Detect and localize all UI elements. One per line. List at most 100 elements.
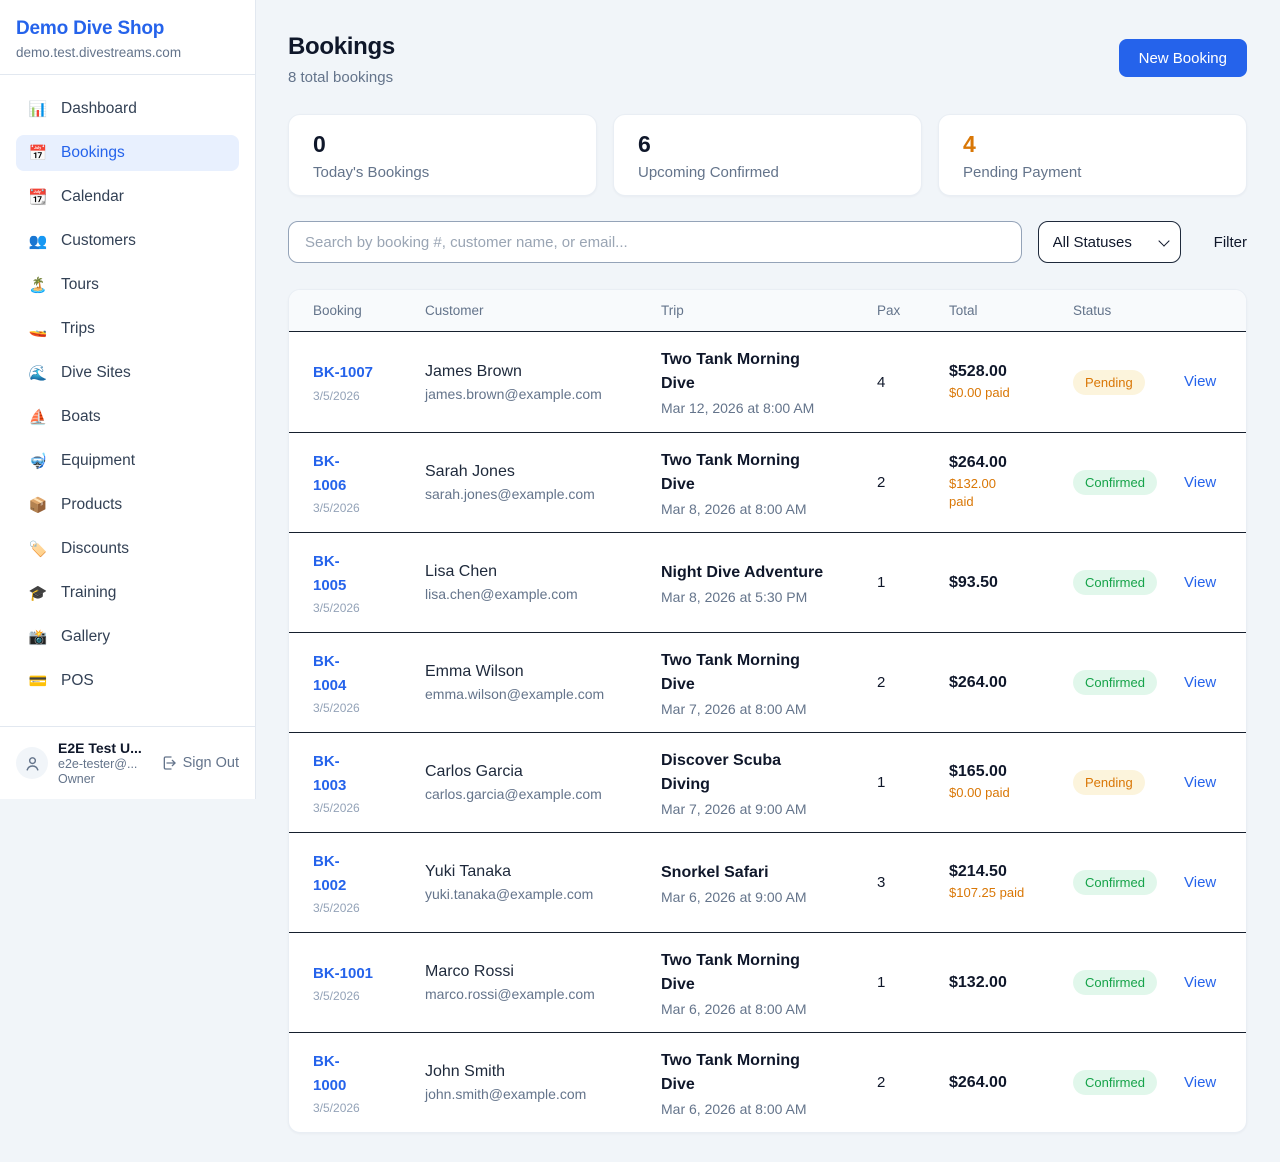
sign-out-button[interactable]: Sign Out [161,755,239,771]
sidebar-item-boats[interactable]: ⛵ Boats [28,408,101,426]
total-amount: $264.00 [949,454,1007,472]
view-link[interactable]: View [1184,673,1217,691]
view-link[interactable]: View [1184,1073,1217,1091]
sidebar-item-equipment[interactable]: 🤿 Equipment [28,452,136,470]
bookings-count: 8 total bookings [288,69,394,86]
status-badge: Pending [1073,369,1145,395]
customer-email: lisa.chen@example.com [425,586,578,602]
view-link[interactable]: View [1184,973,1217,991]
trip-datetime: Mar 8, 2026 at 5:30 PM [661,588,808,605]
total-amount: $264.00 [949,673,1007,691]
sidebar-item-pos[interactable]: 💳 POS [28,672,94,690]
booking-date: 3/5/2026 [313,900,360,915]
sidebar-item-dashboard[interactable]: 📊 Dashboard [28,100,137,118]
total-amount: $165.00 [949,763,1007,781]
booking-id-link[interactable]: BK- 1004 [313,653,347,694]
booking-id-link[interactable]: BK- 1002 [313,853,347,894]
trip-datetime: Mar 7, 2026 at 8:00 AM [661,700,807,717]
page-header: Bookings 8 total bookings New Booking [288,33,1247,86]
status-badge: Pending [1073,770,1145,795]
stat-value: 0 [313,131,326,157]
paid-amount: $107.25 paid [949,885,1025,901]
sidebar-item-products[interactable]: 📦 Products [28,496,123,514]
customer-email: carlos.garcia@example.com [425,786,602,802]
table-row: BK- 1002 3/5/2026 Yuki Tanaka yuki.tanaka… [289,832,1246,932]
dashboard-icon: 📊 [28,101,48,118]
view-link[interactable]: View [1184,873,1217,891]
customer-email: john.smith@example.com [425,1086,587,1102]
sidebar-nav: 📊 Dashboard 📅 Bookings 📆 Calendar 👥 Cust… [0,75,255,726]
booking-id-link[interactable]: BK- 1005 [313,553,347,594]
trip-name: Two Tank Morning Dive [661,651,800,693]
trip-name: Snorkel Safari [661,863,769,881]
view-link[interactable]: View [1184,473,1217,491]
table-row: BK- 1000 3/5/2026 John Smith john.smith@e… [289,1032,1246,1132]
view-link[interactable]: View [1184,573,1217,591]
page-title-block: Bookings 8 total bookings [288,33,395,86]
status-select-wrap: All Statuses [1037,221,1181,263]
stat-value: 4 [963,131,976,157]
customer-name: Yuki Tanaka [425,863,511,880]
filter-button[interactable]: Filter [1213,233,1247,251]
stat-label: Upcoming Confirmed [638,164,779,181]
sidebar-item-calendar[interactable]: 📆 Calendar [28,188,124,206]
new-booking-button[interactable]: New Booking [1118,39,1247,77]
customer-name: Emma Wilson [425,663,524,680]
table-row: BK- 1006 3/5/2026 Sarah Jones sarah.jones… [289,432,1246,532]
sign-out-icon [163,756,176,770]
pax-count: 2 [877,474,886,491]
status-select[interactable]: All Statuses [1037,221,1181,263]
sidebar-item-discounts[interactable]: 🏷️ Discounts [28,540,130,558]
trip-datetime: Mar 6, 2026 at 8:00 AM [661,1100,807,1117]
col-header-status: Status [1073,303,1112,318]
sidebar-item-tours[interactable]: 🏝️ Tours [28,276,99,294]
bookings-table: Booking Customer Trip Pax Total Status B… [288,289,1247,1133]
equipment-icon: 🤿 [28,453,48,470]
booking-id-link[interactable]: BK-1001 [313,964,374,982]
pax-count: 1 [877,774,886,791]
shop-logo: Demo Dive Shop [16,18,165,39]
sidebar-item-customers[interactable]: 👥 Customers [28,232,136,250]
sidebar-item-gallery[interactable]: 📸 Gallery [28,628,111,646]
sidebar-item-trips[interactable]: 🚤 Trips [28,320,95,338]
training-icon: 🎓 [28,585,48,602]
page-title: Bookings [288,33,395,60]
search-input[interactable] [288,221,1022,263]
customer-email: sarah.jones@example.com [425,486,595,502]
table-body: BK-1007 3/5/2026 James Brown james.brown… [289,332,1246,1132]
trip-datetime: Mar 8, 2026 at 8:00 AM [661,500,807,517]
booking-id-link[interactable]: BK- 1006 [313,453,347,494]
sidebar-item-dive-sites[interactable]: 🌊 Dive Sites [28,364,131,382]
status-badge: Confirmed [1073,1070,1157,1095]
paid-amount: $0.00 paid [949,384,1010,400]
user-name: E2E Test U... [58,740,142,756]
total-amount: $132.00 [949,973,1007,991]
booking-id-link[interactable]: BK- 1003 [313,753,347,794]
booking-date: 3/5/2026 [313,600,360,615]
view-link[interactable]: View [1184,373,1217,390]
status-badge: Confirmed [1073,970,1157,995]
pax-count: 2 [877,674,886,691]
user-role: Owner [58,772,95,786]
calendar-icon: 📆 [28,189,48,206]
view-link[interactable]: View [1184,773,1217,791]
total-amount: $214.50 [949,863,1007,881]
table-row: BK- 1003 3/5/2026 Carlos Garcia carlos.ga… [289,732,1246,832]
status-badge: Confirmed [1073,870,1157,895]
col-header-trip: Trip [661,303,684,318]
booking-id-link[interactable]: BK- 1000 [313,1053,347,1094]
status-badge: Confirmed [1073,670,1157,695]
filter-row: All Statuses Filter [288,221,1247,263]
trip-datetime: Mar 6, 2026 at 8:00 AM [661,1000,807,1017]
trip-name: Two Tank Morning Dive [661,451,800,493]
stat-card-todays-bookings: 0 Today's Bookings [288,114,597,196]
boats-icon: ⛵ [28,409,48,426]
booking-id-link[interactable]: BK-1007 [313,364,374,382]
user-info: E2E Test U... e2e-tester@... Owner [58,740,151,786]
dive-sites-icon: 🌊 [28,365,48,382]
total-amount: $93.50 [949,573,998,591]
sidebar-item-bookings[interactable]: 📅 Bookings [16,135,239,171]
table-row: BK-1007 3/5/2026 James Brown james.brown… [289,332,1246,432]
customer-name: Marco Rossi [425,963,514,980]
sidebar-item-training[interactable]: 🎓 Training [28,584,117,602]
